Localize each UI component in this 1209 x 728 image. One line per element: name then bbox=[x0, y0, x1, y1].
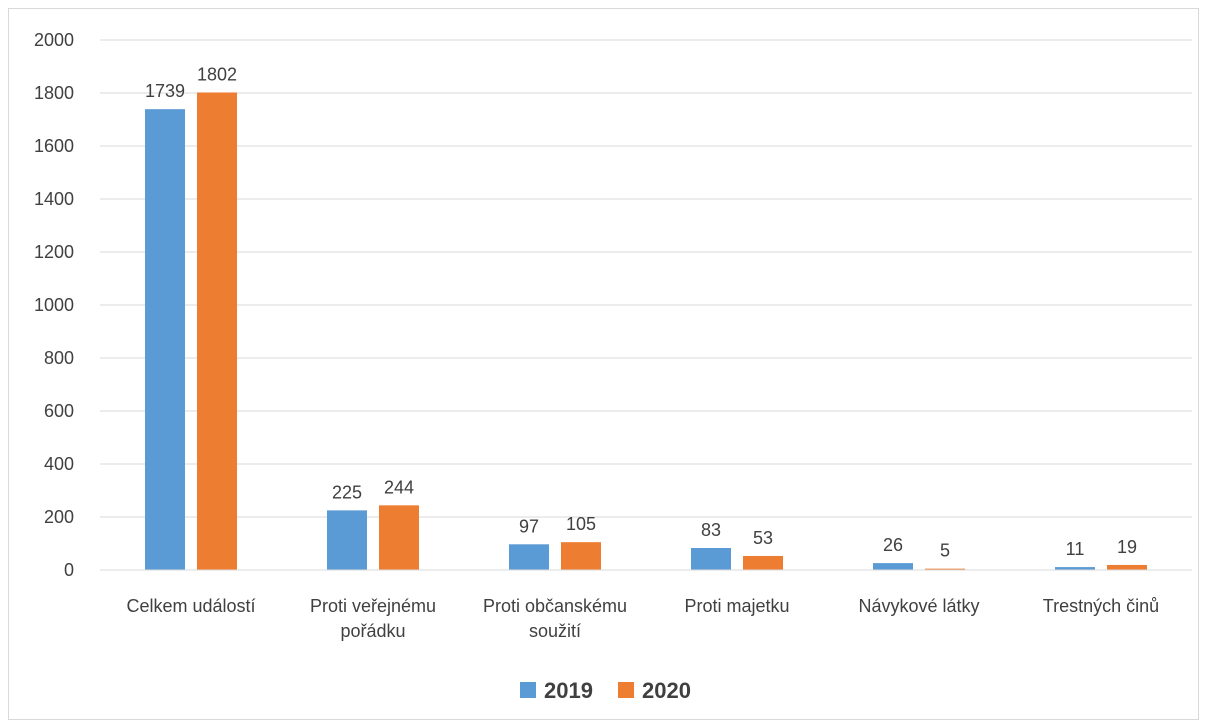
data-label-2020: 244 bbox=[384, 477, 414, 497]
data-label-2019: 225 bbox=[332, 482, 362, 502]
legend-swatch-2019 bbox=[520, 682, 536, 698]
category-label: Návykové látky bbox=[858, 596, 979, 616]
y-tick-label: 0 bbox=[64, 560, 74, 580]
y-tick-label: 200 bbox=[44, 507, 74, 527]
gridlines bbox=[100, 39, 1192, 571]
y-tick-label: 800 bbox=[44, 348, 74, 368]
category-label: soužití bbox=[529, 621, 581, 641]
bar-2020 bbox=[1107, 564, 1147, 570]
y-tick-label: 600 bbox=[44, 401, 74, 421]
bar-2019 bbox=[1055, 567, 1095, 570]
bar-2019 bbox=[145, 109, 185, 570]
data-label-2019: 97 bbox=[519, 516, 539, 536]
y-tick-label: 400 bbox=[44, 454, 74, 474]
legend-label-2019: 2019 bbox=[544, 678, 593, 703]
x-axis: Celkem událostí Proti veřejnému pořádku Pro… bbox=[100, 569, 1192, 641]
category-label: pořádku bbox=[340, 621, 405, 641]
data-label-2020: 1802 bbox=[197, 64, 237, 84]
bar-2019 bbox=[327, 510, 367, 570]
y-tick-label: 1800 bbox=[34, 83, 74, 103]
y-tick-label: 1600 bbox=[34, 136, 74, 156]
category-label: Proti občanskému bbox=[483, 596, 627, 616]
data-label-2019: 26 bbox=[883, 535, 903, 555]
bar-2020 bbox=[743, 555, 783, 570]
data-label-2020: 53 bbox=[753, 528, 773, 548]
data-label-2019: 83 bbox=[701, 520, 721, 540]
legend: 2019 2020 bbox=[520, 678, 691, 703]
y-tick-label: 1000 bbox=[34, 295, 74, 315]
data-labels: 1739 1802 225 244 97 105 83 53 26 5 11 19 bbox=[145, 64, 1137, 560]
bar-2020 bbox=[925, 568, 965, 570]
bar-2020 bbox=[197, 92, 237, 570]
bar-2019 bbox=[691, 548, 731, 570]
category-label: Celkem událostí bbox=[126, 596, 255, 616]
data-label-2019: 1739 bbox=[145, 81, 185, 101]
data-label-2020: 105 bbox=[566, 514, 596, 534]
bar-2020 bbox=[379, 505, 419, 570]
bar-2020 bbox=[561, 542, 601, 570]
bar-2019 bbox=[509, 544, 549, 570]
data-label-2020: 19 bbox=[1117, 537, 1137, 557]
y-tick-label: 1400 bbox=[34, 189, 74, 209]
category-label: Proti majetku bbox=[684, 596, 789, 616]
legend-swatch-2020 bbox=[618, 682, 634, 698]
y-tick-label: 1200 bbox=[34, 242, 74, 262]
legend-label-2020: 2020 bbox=[642, 678, 691, 703]
y-tick-label: 2000 bbox=[34, 30, 74, 50]
category-label: Trestných činů bbox=[1043, 596, 1159, 616]
y-axis: 0 200 400 600 800 1000 1200 1400 1600 1800 2000 bbox=[34, 30, 74, 580]
category-label: Proti veřejnému bbox=[310, 596, 436, 616]
data-label-2019: 11 bbox=[1066, 539, 1085, 559]
bars bbox=[145, 92, 1147, 570]
bar-2019 bbox=[873, 563, 913, 570]
data-label-2020: 5 bbox=[940, 541, 950, 561]
